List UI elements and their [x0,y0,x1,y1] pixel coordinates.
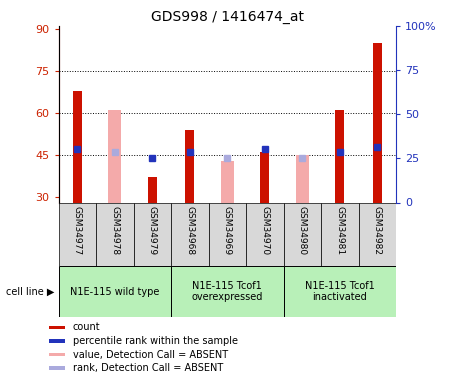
Bar [58,202,96,266]
Text: GSM34977: GSM34977 [73,206,82,255]
Text: GSM34981: GSM34981 [335,206,344,255]
Bar [335,110,344,202]
Bar [134,202,171,266]
Bar [72,91,82,202]
Text: cell line ▶: cell line ▶ [6,286,54,297]
Bar [373,43,382,203]
Bar [108,110,122,202]
Bar [171,202,208,266]
Bar [220,160,234,202]
Bar [284,202,321,266]
Bar [208,202,246,266]
Bar [260,152,270,202]
Text: rank, Detection Call = ABSENT: rank, Detection Call = ABSENT [73,363,223,373]
Bar [58,266,171,317]
Bar [148,177,157,203]
Text: GSM34979: GSM34979 [148,206,157,255]
Bar [171,266,284,317]
Bar [321,202,359,266]
Text: value, Detection Call = ABSENT: value, Detection Call = ABSENT [73,350,228,360]
Title: GDS998 / 1416474_at: GDS998 / 1416474_at [151,10,304,24]
Text: GSM34969: GSM34969 [223,206,232,255]
Bar [49,339,65,343]
Text: GSM34980: GSM34980 [298,206,307,255]
Text: GSM34978: GSM34978 [110,206,119,255]
Bar [296,155,309,203]
Bar [359,202,396,266]
Text: percentile rank within the sample: percentile rank within the sample [73,336,238,346]
Text: GSM34968: GSM34968 [185,206,194,255]
Text: count: count [73,322,100,332]
Bar [246,202,284,266]
Bar [49,326,65,329]
Text: GSM34970: GSM34970 [260,206,269,255]
Bar [49,366,65,370]
Text: N1E-115 wild type: N1E-115 wild type [70,286,159,297]
Bar [185,130,194,203]
Text: N1E-115 Tcof1
inactivated: N1E-115 Tcof1 inactivated [305,281,374,302]
Bar [284,266,396,317]
Bar [96,202,134,266]
Text: GSM34982: GSM34982 [373,206,382,255]
Text: N1E-115 Tcof1
overexpressed: N1E-115 Tcof1 overexpressed [192,281,263,302]
Bar [49,353,65,356]
